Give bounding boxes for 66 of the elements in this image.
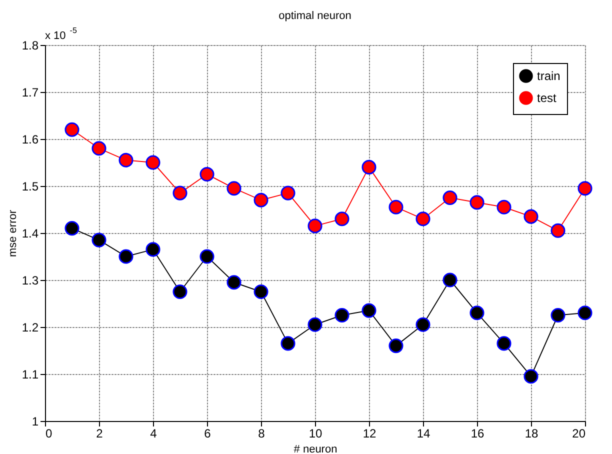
point: [308, 317, 322, 332]
point: [200, 249, 214, 264]
y-axis-title: mse error: [6, 210, 19, 258]
point: [172, 284, 188, 300]
point: [334, 212, 350, 226]
point: [578, 306, 592, 320]
point: [200, 166, 214, 182]
x-tick-label: 18: [524, 426, 538, 440]
point: [524, 209, 538, 224]
point: [496, 200, 512, 214]
legend-label: test: [537, 91, 558, 105]
point: [280, 336, 296, 351]
point: [470, 306, 484, 320]
point: [254, 284, 268, 300]
x-tick-label: 14: [416, 426, 430, 440]
point: [146, 242, 160, 257]
x-tick-label: 2: [96, 426, 104, 440]
y-tick-label: 1.7: [22, 86, 39, 100]
point: [388, 338, 404, 354]
point: [92, 232, 106, 248]
chart-title: optimal neuron: [278, 10, 352, 22]
point: [578, 181, 592, 196]
x-tick-label: 0: [46, 426, 52, 440]
x-tick-label: 10: [308, 426, 322, 440]
y-tick-label: 1: [32, 414, 39, 428]
point: [362, 160, 376, 174]
point: [64, 122, 80, 137]
y-tick-label: 1.5: [22, 180, 39, 194]
y-tick-label: 1.4: [22, 226, 39, 240]
point: [524, 369, 538, 384]
x-tick-label: 16: [470, 426, 484, 440]
legend-label: train: [537, 69, 560, 83]
y-tick-label: 1.6: [22, 132, 39, 146]
point: [226, 275, 242, 290]
point: [172, 186, 188, 200]
x-tick-label: 4: [150, 426, 158, 440]
point: [416, 212, 430, 226]
point: [118, 152, 134, 168]
x-tick-label: 8: [258, 426, 266, 440]
x-tick-label: 12: [362, 426, 376, 440]
y-tick-label: 1.8: [22, 38, 39, 52]
point: [416, 317, 430, 332]
y-tick-label: 1.1: [22, 368, 39, 382]
point: [146, 155, 160, 170]
point: [308, 218, 322, 234]
point: [64, 221, 80, 236]
text: x 10-5: [45, 26, 78, 42]
point: [226, 181, 242, 196]
y-tick-label: 1.2: [22, 320, 39, 334]
x-tick-label: 20: [572, 426, 586, 440]
point: [550, 223, 566, 238]
y-tick-label: 1.3: [22, 274, 39, 288]
point: [92, 141, 106, 156]
x-tick-label: 6: [204, 426, 212, 440]
point: [388, 200, 404, 214]
point: [362, 303, 376, 318]
point: [442, 190, 458, 206]
point: [334, 308, 350, 323]
point: [280, 186, 296, 200]
point: [442, 272, 458, 288]
point: [550, 308, 566, 323]
point: [496, 336, 512, 351]
point: [254, 192, 268, 208]
point: [470, 195, 484, 210]
x-axis-title: # neuron: [294, 444, 338, 454]
point: [118, 249, 134, 264]
